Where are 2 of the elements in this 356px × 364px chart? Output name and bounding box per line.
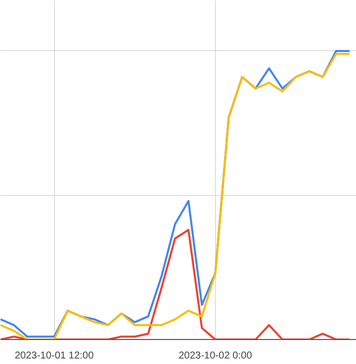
x-tick-label: 2023-10-01 12:00 — [14, 350, 94, 362]
x-tick-label: 2023-10-02 0:00 — [178, 350, 252, 362]
